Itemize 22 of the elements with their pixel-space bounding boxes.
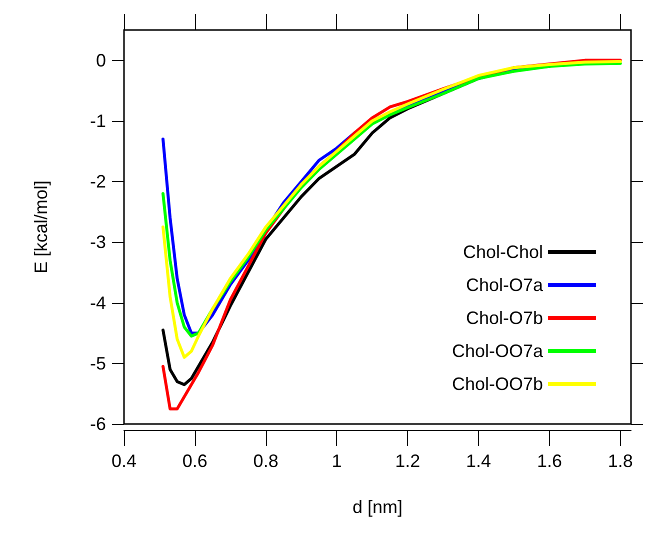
legend-label: Chol-OO7b bbox=[452, 374, 543, 394]
y-tick-label: -6 bbox=[90, 414, 106, 434]
y-axis-title: E [kcal/mol] bbox=[31, 180, 51, 274]
y-tick-label: -5 bbox=[90, 353, 106, 374]
x-tick-label: 0.6 bbox=[182, 451, 208, 471]
x-tick-label: 0.4 bbox=[111, 451, 137, 471]
legend-label: Chol-O7b bbox=[466, 308, 543, 328]
legend-label: Chol-O7a bbox=[466, 275, 544, 295]
y-tick-label: -3 bbox=[90, 232, 106, 252]
y-tick-label: -4 bbox=[90, 292, 106, 313]
x-axis-title: d [nm] bbox=[352, 497, 403, 517]
x-tick-label: 0.8 bbox=[253, 451, 278, 471]
legend-label: Chol-OO7a bbox=[452, 341, 544, 361]
legend-label: Chol-Chol bbox=[462, 242, 543, 262]
y-tick-label: -1 bbox=[90, 110, 106, 131]
x-tick-label: 1 bbox=[332, 451, 342, 471]
x-tick-label: 1.2 bbox=[395, 451, 420, 471]
y-tick-label: 0 bbox=[96, 50, 106, 70]
x-tick-label: 1.6 bbox=[536, 451, 562, 471]
x-tick-label: 1.4 bbox=[466, 451, 492, 471]
x-tick-label: 1.8 bbox=[608, 451, 633, 471]
y-tick-label: -2 bbox=[90, 172, 106, 192]
